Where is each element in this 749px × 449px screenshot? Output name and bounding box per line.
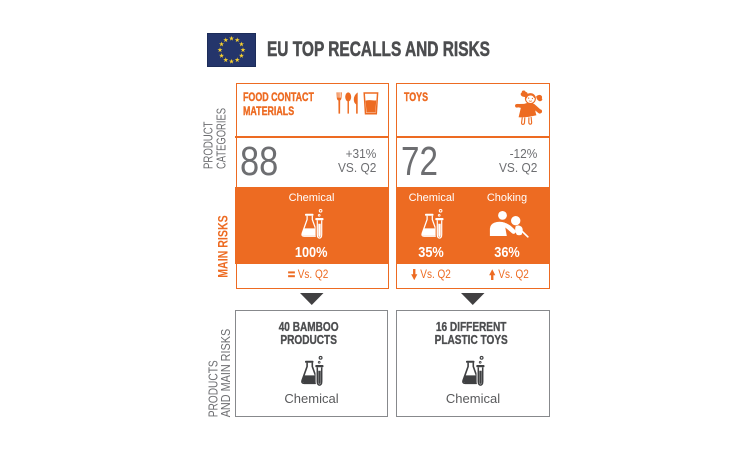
svg-text:AND MAIN RISKS: AND MAIN RISKS xyxy=(218,329,233,418)
svg-text:EU TOP RECALLS AND RISKS: EU TOP RECALLS AND RISKS xyxy=(267,37,490,61)
svg-text:CATEGORIES: CATEGORIES xyxy=(214,108,229,169)
svg-text:PRODUCT: PRODUCT xyxy=(201,121,216,169)
svg-text:MAIN RISKS: MAIN RISKS xyxy=(216,215,231,277)
svg-text:PRODUCTS: PRODUCTS xyxy=(205,360,220,417)
